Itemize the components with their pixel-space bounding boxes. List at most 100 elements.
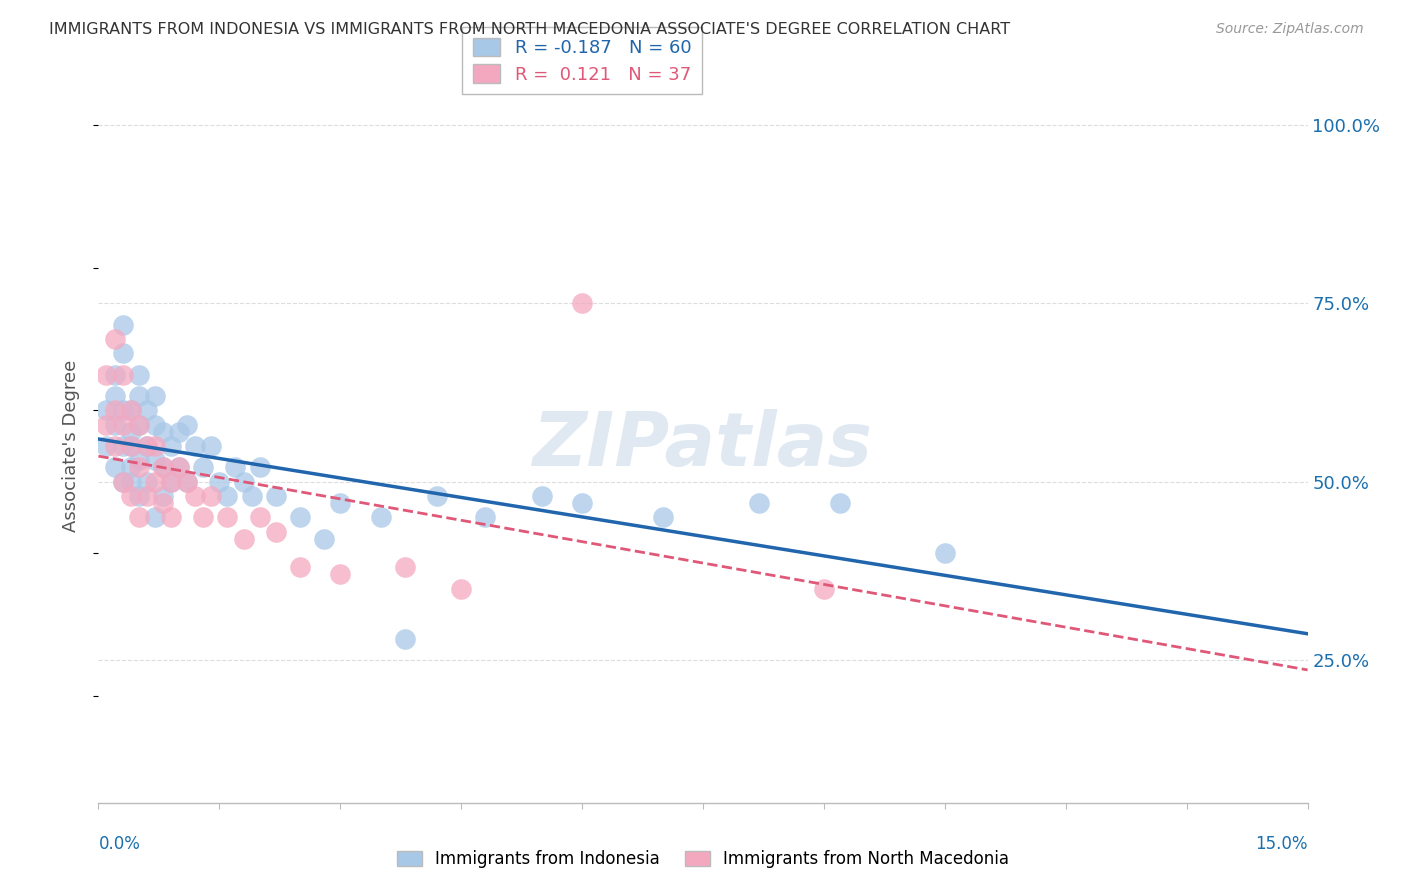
Point [128, 460, 150, 475]
Point [571, 296, 593, 310]
Point [530, 489, 553, 503]
Point [103, 460, 125, 475]
Point [167, 460, 190, 475]
Point [111, 318, 134, 332]
Point [748, 496, 770, 510]
Point [571, 496, 593, 510]
Point [143, 439, 166, 453]
Point [314, 532, 336, 546]
Text: 15.0%: 15.0% [1256, 835, 1308, 853]
Point [96, 403, 118, 417]
Point [120, 403, 142, 417]
Point [128, 453, 150, 467]
Point [111, 475, 134, 489]
Point [828, 496, 851, 510]
Point [120, 425, 142, 439]
Point [217, 510, 239, 524]
Point [184, 489, 207, 503]
Point [143, 510, 166, 524]
Point [240, 489, 263, 503]
Point [208, 475, 231, 489]
Point [103, 332, 125, 346]
Point [329, 567, 352, 582]
Point [167, 425, 190, 439]
Point [135, 475, 157, 489]
Point [111, 439, 134, 453]
Point [103, 368, 125, 382]
Point [160, 510, 183, 524]
Point [111, 403, 134, 417]
Text: Source: ZipAtlas.com: Source: ZipAtlas.com [1216, 22, 1364, 37]
Point [474, 510, 496, 524]
Point [232, 532, 254, 546]
Point [426, 489, 449, 503]
Point [394, 560, 416, 574]
Point [934, 546, 956, 560]
Point [813, 582, 835, 596]
Point [200, 439, 222, 453]
Point [135, 439, 157, 453]
Point [128, 510, 150, 524]
Point [111, 475, 134, 489]
Point [152, 489, 174, 503]
Text: 0.0%: 0.0% [98, 835, 141, 853]
Point [120, 475, 142, 489]
Point [200, 489, 222, 503]
Point [288, 560, 311, 574]
Point [96, 439, 118, 453]
Point [143, 475, 166, 489]
Point [193, 510, 215, 524]
Point [651, 510, 673, 524]
Point [128, 489, 150, 503]
Point [96, 417, 118, 432]
Text: ZIPatlas: ZIPatlas [533, 409, 873, 483]
Point [128, 368, 150, 382]
Point [167, 460, 190, 475]
Point [120, 403, 142, 417]
Y-axis label: Associate's Degree: Associate's Degree [62, 359, 80, 533]
Point [120, 460, 142, 475]
Point [120, 439, 142, 453]
Point [450, 582, 472, 596]
Point [143, 417, 166, 432]
Text: IMMIGRANTS FROM INDONESIA VS IMMIGRANTS FROM NORTH MACEDONIA ASSOCIATE'S DEGREE : IMMIGRANTS FROM INDONESIA VS IMMIGRANTS … [49, 22, 1011, 37]
Point [103, 403, 125, 417]
Point [224, 460, 246, 475]
Point [128, 417, 150, 432]
Legend: R = -0.187   N = 60, R =  0.121   N = 37: R = -0.187 N = 60, R = 0.121 N = 37 [463, 27, 702, 95]
Point [160, 475, 183, 489]
Point [176, 417, 198, 432]
Point [103, 439, 125, 453]
Point [135, 439, 157, 453]
Point [160, 475, 183, 489]
Point [152, 496, 174, 510]
Point [264, 489, 287, 503]
Point [135, 489, 157, 503]
Legend: Immigrants from Indonesia, Immigrants from North Macedonia: Immigrants from Indonesia, Immigrants fr… [389, 844, 1017, 875]
Point [103, 389, 125, 403]
Point [128, 417, 150, 432]
Point [232, 475, 254, 489]
Point [249, 510, 271, 524]
Point [217, 489, 239, 503]
Point [152, 460, 174, 475]
Point [152, 425, 174, 439]
Point [143, 453, 166, 467]
Point [370, 510, 392, 524]
Point [176, 475, 198, 489]
Point [96, 368, 118, 382]
Point [160, 439, 183, 453]
Point [111, 417, 134, 432]
Point [249, 460, 271, 475]
Point [143, 389, 166, 403]
Point [128, 389, 150, 403]
Point [176, 475, 198, 489]
Point [111, 368, 134, 382]
Point [120, 439, 142, 453]
Point [111, 346, 134, 360]
Point [120, 489, 142, 503]
Point [152, 460, 174, 475]
Point [329, 496, 352, 510]
Point [394, 632, 416, 646]
Point [264, 524, 287, 539]
